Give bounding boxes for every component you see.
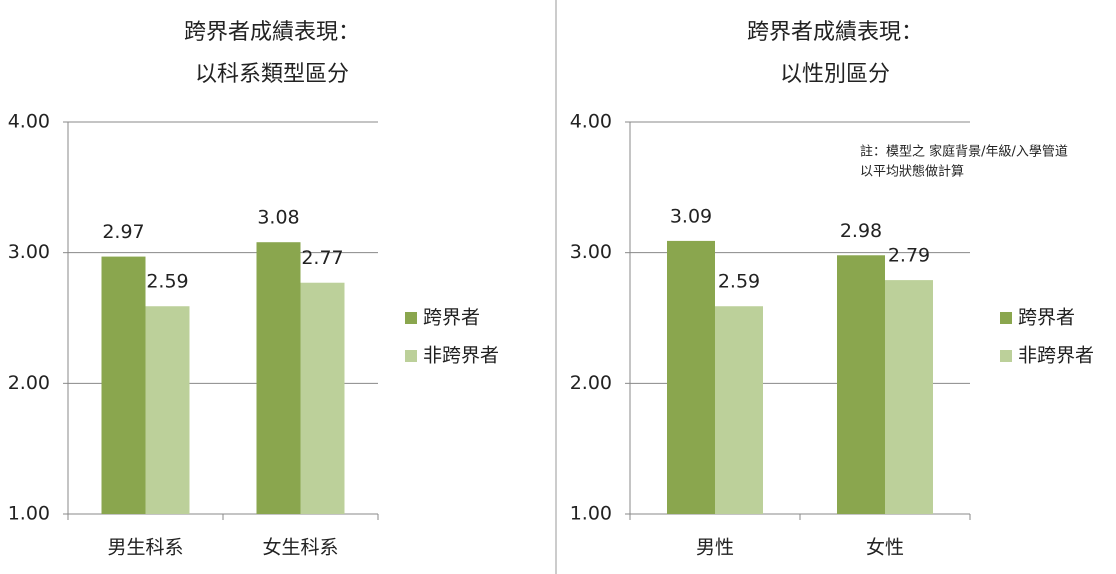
bar	[256, 242, 301, 515]
annotation: 以平均狀態做計算	[860, 164, 964, 180]
x-tick-label: 男生科系	[107, 537, 183, 559]
annotation: 註：模型之 家庭背景/年級/入學管道	[860, 144, 1068, 160]
bar	[101, 256, 146, 514]
data-label: 2.59	[146, 271, 188, 293]
chart-title: 跨界者成績表現：	[184, 20, 360, 45]
y-tick-label: 1.00	[570, 503, 612, 525]
y-tick-label: 4.00	[8, 111, 50, 133]
data-label: 2.79	[888, 245, 930, 267]
bar	[885, 280, 933, 514]
bar	[300, 282, 345, 514]
data-label: 2.98	[840, 220, 882, 242]
data-label: 2.77	[301, 247, 343, 269]
legend-swatch	[1000, 350, 1012, 362]
chart-title: 跨界者成績表現：	[747, 20, 923, 45]
y-tick-label: 2.00	[8, 372, 50, 394]
legend-swatch	[405, 312, 417, 324]
y-tick-label: 2.00	[570, 372, 612, 394]
bar	[667, 240, 715, 514]
bar	[145, 306, 190, 514]
chart-title: 以科系類型區分	[195, 62, 349, 87]
legend-label: 跨界者	[1018, 307, 1075, 329]
data-label: 3.09	[670, 205, 712, 227]
data-label: 3.08	[257, 207, 299, 229]
x-tick-label: 女生科系	[262, 537, 338, 559]
legend-label: 跨界者	[423, 307, 480, 329]
bar	[715, 306, 763, 514]
y-tick-label: 1.00	[8, 503, 50, 525]
legend-label: 非跨界者	[423, 345, 499, 367]
data-label: 2.59	[718, 271, 760, 293]
y-tick-label: 3.00	[8, 241, 50, 263]
x-tick-label: 男性	[696, 537, 734, 559]
bar	[837, 255, 885, 514]
legend-swatch	[1000, 312, 1012, 324]
legend-swatch	[405, 350, 417, 362]
chart-title: 以性別區分	[780, 62, 890, 87]
data-label: 2.97	[102, 221, 144, 243]
x-tick-label: 女性	[866, 537, 904, 559]
legend-label: 非跨界者	[1018, 345, 1094, 367]
y-tick-label: 4.00	[570, 111, 612, 133]
y-tick-label: 3.00	[570, 241, 612, 263]
